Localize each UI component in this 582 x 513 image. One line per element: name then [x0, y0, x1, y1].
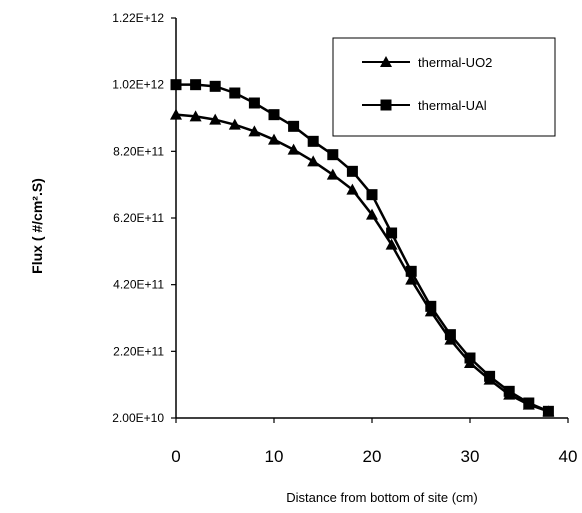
- x-tick-label: 20: [363, 447, 382, 466]
- series-group: [170, 79, 555, 417]
- y-tick-label: 4.20E+11: [113, 278, 164, 292]
- y-tick-label: 6.20E+11: [113, 211, 164, 225]
- data-point-thermal-ual: [464, 352, 476, 364]
- data-point-thermal-ual: [229, 87, 241, 99]
- y-axis-title: Flux ( #/cm².S): [29, 178, 45, 274]
- series-line-thermal-uo2: [175, 113, 549, 413]
- data-point-thermal-uo2: [228, 118, 241, 130]
- data-point-thermal-ual: [209, 80, 221, 92]
- data-point-thermal-ual: [542, 405, 554, 417]
- x-axis-ticks: 0 10 20 30 40: [171, 418, 577, 466]
- data-point-thermal-ual: [405, 265, 417, 277]
- data-point-thermal-ual: [484, 370, 496, 382]
- y-axis-ticks: 2.00E+10 2.20E+11 4.20E+11 6.20E+11 8.20E+11…: [112, 11, 176, 425]
- x-tick-label: 30: [461, 447, 480, 466]
- data-point-thermal-ual: [366, 189, 378, 201]
- data-point-thermal-uo2: [248, 125, 261, 137]
- data-point-thermal-uo2: [366, 208, 378, 220]
- x-tick-label: 10: [265, 447, 284, 466]
- data-point-thermal-ual: [327, 149, 339, 161]
- data-point-thermal-uo2: [189, 110, 202, 122]
- data-point-thermal-uo2: [326, 168, 339, 180]
- data-point-thermal-ual: [170, 79, 182, 91]
- legend-marker-square: [380, 99, 392, 111]
- data-point-thermal-ual: [523, 397, 535, 409]
- data-point-thermal-ual: [268, 109, 280, 121]
- y-tick-label: 8.20E+11: [113, 144, 164, 158]
- y-tick-label: 1.02E+12: [112, 78, 164, 92]
- x-tick-label: 0: [171, 447, 180, 466]
- y-tick-label: 2.00E+10: [112, 411, 164, 425]
- data-point-thermal-uo2: [268, 133, 280, 145]
- legend-label-thermal-ual: thermal-UAl: [418, 98, 487, 113]
- data-point-thermal-ual: [503, 385, 515, 397]
- data-point-thermal-uo2: [209, 113, 222, 125]
- data-point-thermal-uo2: [170, 108, 182, 120]
- data-point-thermal-ual: [248, 97, 260, 109]
- data-point-thermal-uo2: [287, 143, 300, 155]
- data-point-thermal-uo2: [307, 155, 320, 167]
- x-tick-label: 40: [559, 447, 578, 466]
- x-axis-title: Distance from bottom of site (cm): [286, 490, 477, 505]
- data-point-thermal-ual: [307, 135, 319, 147]
- data-point-thermal-ual: [425, 300, 437, 312]
- data-point-thermal-ual: [444, 329, 456, 341]
- y-tick-label: 2.20E+11: [113, 344, 164, 358]
- legend: thermal-UO2 thermal-UAl: [332, 37, 556, 137]
- data-point-thermal-uo2: [385, 238, 398, 250]
- data-point-thermal-ual: [386, 227, 398, 239]
- y-tick-label: 1.22E+12: [112, 11, 164, 25]
- legend-marker-triangle: [380, 56, 392, 67]
- data-point-thermal-uo2: [346, 183, 359, 195]
- legend-label-thermal-uo2: thermal-UO2: [418, 55, 492, 70]
- data-point-thermal-ual: [346, 165, 358, 177]
- data-point-thermal-uo2: [405, 273, 418, 285]
- data-point-thermal-ual: [288, 120, 300, 132]
- legend-box: [332, 37, 556, 137]
- data-point-thermal-ual: [190, 79, 202, 91]
